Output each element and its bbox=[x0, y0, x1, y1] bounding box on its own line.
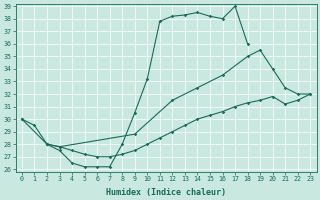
X-axis label: Humidex (Indice chaleur): Humidex (Indice chaleur) bbox=[106, 188, 226, 197]
